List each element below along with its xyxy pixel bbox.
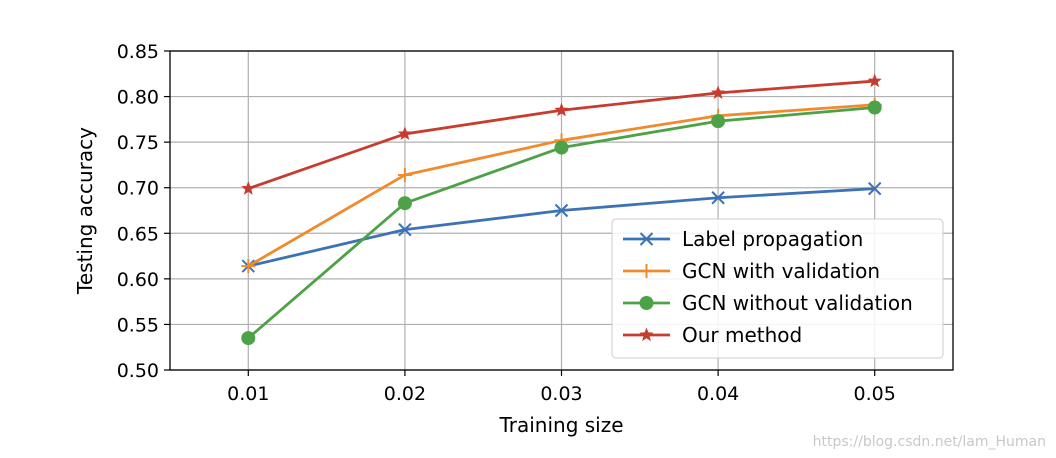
series-1: [241, 181, 882, 273]
legend-marker: [639, 327, 654, 342]
data-point: [711, 191, 725, 205]
x-axis: 0.01 0.02 0.03 0.04 0.05: [227, 370, 896, 405]
x-axis-label: Training size: [498, 413, 623, 437]
legend: Label propagation GCN with validation GCN …: [611, 218, 944, 359]
x-tick-label: 0.05: [854, 383, 896, 405]
y-tick-label: 0.65: [117, 223, 159, 245]
x-tick-label: 0.04: [697, 383, 739, 405]
data-point: [554, 102, 569, 117]
y-tick-label: 0.85: [117, 41, 159, 63]
legend-marker: [639, 296, 654, 310]
legend-item: GCN without validation: [623, 291, 913, 315]
legend-box: [611, 218, 944, 359]
data-point: [398, 222, 412, 237]
y-tick-label: 0.70: [117, 178, 159, 200]
legend-label: Label propagation: [682, 227, 863, 251]
watermark-text: https://blog.csdn.net/lam_Human: [813, 434, 1046, 450]
x-tick-label: 0.02: [384, 383, 426, 405]
y-axis-label: Testing accuracy: [73, 127, 97, 295]
data-point: [867, 73, 882, 88]
x-tick-label: 0.03: [540, 383, 582, 405]
y-tick-label: 0.75: [117, 132, 159, 154]
data-point: [554, 140, 569, 155]
series-layer: [241, 73, 882, 346]
y-tick-label: 0.55: [117, 314, 159, 336]
data-point: [397, 167, 412, 182]
data-point: [241, 259, 256, 274]
legend-marker: [639, 232, 654, 246]
legend-label: GCN with validation: [682, 259, 880, 283]
series-4: [241, 73, 882, 195]
legend-marker: [639, 264, 654, 278]
data-point: [241, 181, 256, 195]
legend-item: GCN with validation: [623, 259, 880, 283]
data-point: [554, 203, 569, 218]
legend-label: GCN without validation: [682, 291, 913, 315]
data-point: [867, 100, 882, 115]
data-point: [867, 181, 882, 196]
y-tick-label: 0.60: [117, 269, 159, 291]
legend-item: Label propagation: [623, 227, 863, 251]
y-tick-label: 0.50: [117, 360, 159, 382]
data-point: [241, 331, 256, 346]
data-point: [397, 196, 412, 211]
series-3: [241, 100, 882, 346]
data-point: [710, 85, 726, 99]
y-tick-label: 0.80: [117, 87, 159, 109]
legend-label: Our method: [682, 323, 802, 347]
x-tick-label: 0.01: [227, 383, 269, 405]
legend-item: Our method: [623, 323, 802, 347]
data-point: [711, 114, 726, 129]
y-axis: 0.50 0.55 0.60 0.65 0.70 0.75 0.80 0.85: [117, 41, 170, 382]
data-point: [397, 126, 413, 141]
